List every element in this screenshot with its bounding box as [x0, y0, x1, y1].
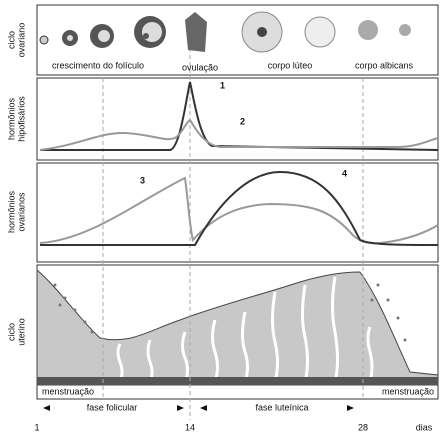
curve-2: [39, 118, 439, 151]
panel-frame: [36, 162, 439, 263]
phase-label: fase luteínica: [255, 402, 308, 412]
panel-label: hormônios: [6, 97, 16, 140]
curve-4: [40, 170, 439, 246]
basal-layer: [37, 377, 438, 385]
arrow: [347, 405, 354, 411]
day-label: 1: [34, 422, 39, 432]
follicle-icons: [39, 11, 411, 53]
uterine-lining: [36, 268, 439, 386]
curve-label: 4: [342, 168, 347, 178]
axis-unit: dias: [416, 422, 433, 432]
day-label: 28: [358, 422, 368, 432]
panel-frame: [36, 77, 439, 161]
curve-label: 1: [220, 80, 225, 90]
panel-label: ciclo: [6, 31, 16, 49]
stage-label: crescimento do folículo: [52, 60, 144, 70]
panel-label: hipofisários: [16, 96, 26, 142]
stage-label: ovulação: [182, 62, 218, 72]
arrow: [200, 405, 207, 411]
curve-1: [40, 81, 439, 151]
panel-frame: [36, 4, 439, 76]
arrow: [177, 405, 184, 411]
stage-label: corpo albicans: [355, 60, 414, 70]
day-label: 14: [185, 422, 195, 432]
panel-label: ovariano: [16, 23, 26, 58]
curve-label: 3: [140, 175, 145, 185]
phase-label: fase folicular: [87, 402, 138, 412]
panel-label: uterino: [16, 318, 26, 346]
stage-label: corpo lúteo: [268, 60, 313, 70]
arrow: [43, 405, 50, 411]
panel-label: ovarianos: [16, 192, 26, 232]
label-box: [368, 386, 437, 398]
panel-label: hormônios: [6, 190, 16, 233]
panel-labels: ciclo ovariano hormônios hipofisários ho…: [6, 23, 26, 346]
menstruation-label: menstruação: [382, 386, 434, 396]
shedding-dots: [53, 283, 407, 342]
panel-label: ciclo: [6, 323, 16, 341]
label-box: [38, 386, 100, 398]
menstruation-label: menstruação: [42, 386, 94, 396]
glands: [116, 276, 374, 383]
curve-label: 2: [240, 116, 245, 126]
